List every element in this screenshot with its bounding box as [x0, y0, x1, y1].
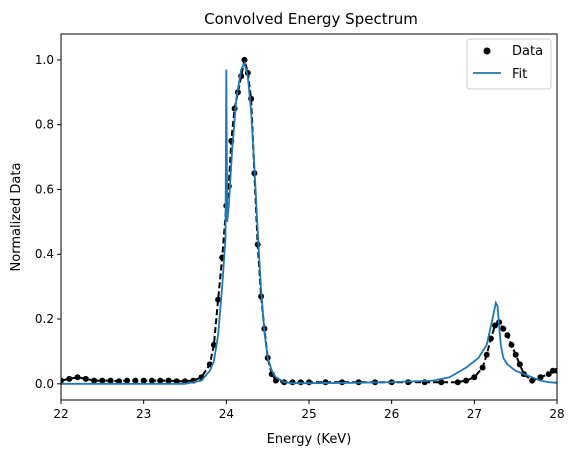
- data-point: [173, 378, 180, 385]
- data-point: [487, 335, 494, 342]
- x-tick-label: 24: [219, 407, 234, 421]
- data-point: [132, 377, 139, 384]
- y-tick-label: 1.0: [35, 53, 54, 67]
- y-tick-label: 0.8: [35, 118, 54, 132]
- legend-fit-label: Fit: [512, 67, 527, 82]
- data-point: [549, 367, 556, 374]
- data-point: [91, 377, 98, 384]
- data-point: [537, 374, 544, 381]
- data-point: [82, 375, 89, 382]
- data-dashed-line: [61, 59, 557, 384]
- data-point: [529, 377, 536, 384]
- data-point: [148, 377, 155, 384]
- y-tick-label: 0.4: [35, 247, 54, 261]
- data-point: [512, 351, 519, 358]
- data-point: [66, 375, 73, 382]
- fit-line: [61, 60, 557, 385]
- x-axis-label: Energy (KeV): [267, 432, 352, 447]
- data-point: [74, 374, 81, 381]
- data-point: [463, 377, 470, 384]
- y-tick-label: 0.0: [35, 377, 54, 391]
- plot-area: [61, 56, 557, 386]
- data-point: [479, 364, 486, 371]
- data-point: [500, 325, 507, 332]
- data-point: [241, 56, 248, 63]
- series-group: [61, 56, 557, 386]
- legend: Data Fit: [466, 38, 552, 90]
- data-point: [140, 377, 147, 384]
- data-point: [124, 377, 131, 384]
- y-axis-label: Normalized Data: [9, 163, 24, 272]
- x-tick-label: 25: [301, 407, 316, 421]
- data-point: [508, 341, 515, 348]
- data-point: [157, 377, 164, 384]
- data-point: [99, 377, 106, 384]
- axis-ticks: 22 23 24 25 26 27 28 0.0 0.2 0.4 0.6 0.8 1.0: [35, 53, 565, 421]
- data-point: [115, 378, 122, 385]
- x-tick-label: 22: [53, 407, 68, 421]
- data-point: [61, 377, 64, 384]
- x-tick-label: 28: [549, 407, 564, 421]
- x-tick-label: 23: [136, 407, 151, 421]
- data-point: [471, 374, 478, 381]
- data-point: [438, 379, 445, 386]
- x-tick-label: 27: [467, 407, 482, 421]
- data-point: [516, 361, 523, 368]
- data-point: [215, 296, 222, 303]
- data-point: [306, 379, 312, 386]
- data-point: [545, 371, 552, 378]
- data-point: [492, 322, 498, 329]
- y-tick-label: 0.2: [35, 312, 54, 326]
- data-point: [107, 377, 114, 384]
- data-point: [483, 351, 490, 358]
- data-point: [165, 377, 172, 384]
- data-point: [297, 379, 304, 386]
- data-point: [454, 379, 461, 386]
- y-tick-label: 0.6: [35, 182, 54, 196]
- legend-data-label: Data: [512, 44, 543, 59]
- data-point: [554, 367, 557, 374]
- x-tick-label: 26: [384, 407, 399, 421]
- legend-data-marker: [483, 47, 491, 55]
- data-point: [504, 332, 511, 339]
- chart-title: Convolved Energy Spectrum: [204, 10, 418, 28]
